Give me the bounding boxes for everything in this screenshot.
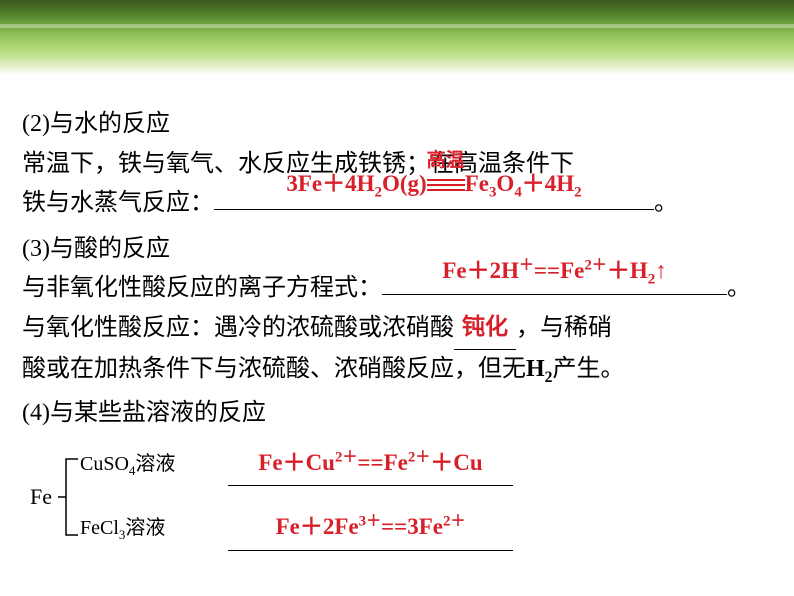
sec3-line1: 与非氧化性酸反应的离子方程式： Fe＋2H＋==Fe2＋＋H2↑ 。 [22, 269, 772, 309]
triple-equals-icon [427, 178, 465, 192]
sec3-l1-pre: 与非氧化性酸反应的离子方程式： [22, 275, 382, 301]
h2-text: H2 [526, 356, 552, 382]
reagent-fecl3: FeCl3溶液 [80, 512, 198, 545]
sec4-title: (4)与某些盐溶液的反应 [22, 394, 772, 434]
salt-blank-1: Fe＋Cu2＋==Fe2＋＋Cu [228, 444, 513, 487]
condition-label: 高温 [427, 145, 465, 176]
header-gradient [0, 0, 794, 75]
salt-reaction-block: Fe CuSO4溶液 Fe＋Cu2＋==Fe2＋＋Cu FeCl3溶液 Fe＋2… [22, 444, 772, 551]
sec2-period: 。 [654, 190, 678, 216]
salt-eq-1: Fe＋Cu2＋==Fe2＋＋Cu [258, 450, 482, 475]
salt-row-2: FeCl3溶液 Fe＋2Fe3＋==3Fe2＋ [80, 508, 513, 551]
sec3-blank2: 钝化 [454, 309, 516, 350]
sec3-period1: 。 [727, 275, 751, 301]
sec2-pre: 铁与水蒸气反应： [22, 190, 214, 216]
slide-content: (2)与水的反应 常温下，铁与氧气、水反应生成铁锈；在高温条件下 铁与水蒸气反应… [0, 75, 794, 551]
salt-row-1: CuSO4溶液 Fe＋Cu2＋==Fe2＋＋Cu [80, 444, 513, 487]
sec3-line2: 与氧化性酸反应：遇冷的浓硫酸或浓硝酸钝化 ，与稀硝 [22, 309, 772, 350]
sec2-blank: 3Fe＋4H2O(g)高温Fe3O4＋4H2 [214, 209, 654, 210]
salt-eq-2: Fe＋2Fe3＋==3Fe2＋ [276, 514, 466, 539]
sec2-equation: 3Fe＋4H2O(g)高温Fe3O4＋4H2 [214, 165, 654, 205]
bracket-icon [56, 453, 80, 541]
sec3-blank1: Fe＋2H＋==Fe2＋＋H2↑ [382, 294, 727, 295]
salt-rows: CuSO4溶液 Fe＋Cu2＋==Fe2＋＋Cu FeCl3溶液 Fe＋2Fe3… [80, 444, 513, 551]
reaction-arrow: 高温 [427, 165, 465, 203]
sec3-eq1: Fe＋2H＋==Fe2＋＋H2↑ [382, 252, 727, 292]
sec3-l2a: 与氧化性酸反应：遇冷的浓硫酸或浓硝酸 [22, 315, 454, 341]
salt-blank-2: Fe＋2Fe3＋==3Fe2＋ [228, 508, 513, 551]
sec2-title: (2)与水的反应 [22, 105, 772, 145]
reagent-cuso4: CuSO4溶液 [80, 448, 198, 481]
sec3-l2b: ，与稀硝 [516, 315, 612, 341]
fe-label: Fe [30, 479, 52, 515]
sec3-ans-passivation: 钝化 [462, 314, 508, 339]
sec3-line3: 酸或在加热条件下与浓硫酸、浓硝酸反应，但无H2产生。 [22, 350, 772, 391]
sec2-line2: 铁与水蒸气反应： 3Fe＋4H2O(g)高温Fe3O4＋4H2 。 [22, 184, 772, 224]
